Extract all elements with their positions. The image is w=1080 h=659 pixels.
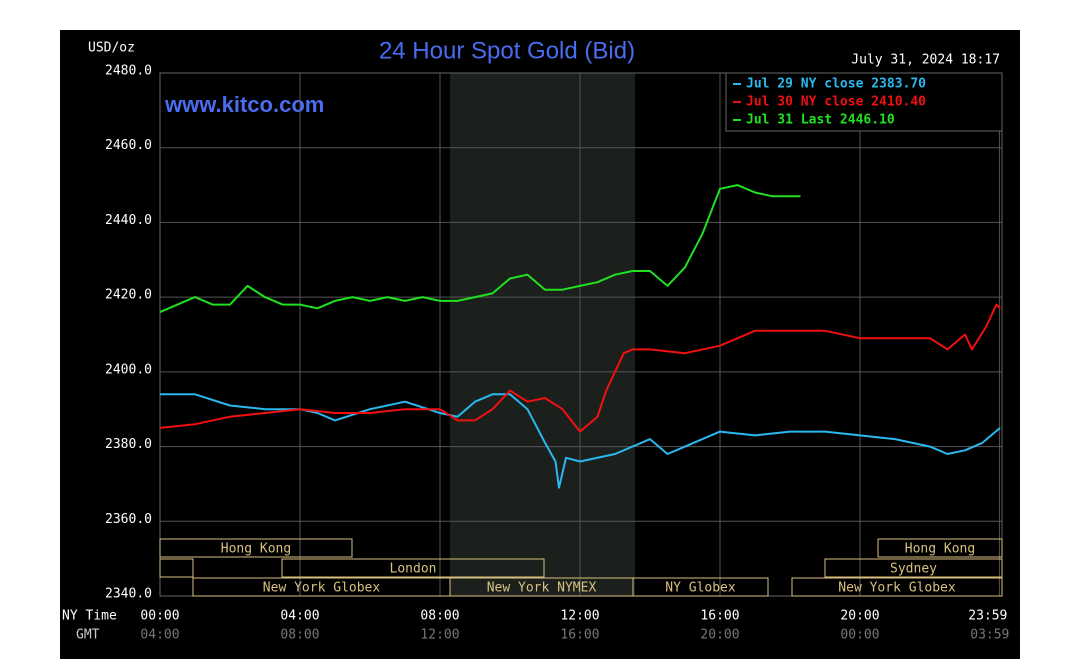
nymex-shade bbox=[450, 73, 635, 596]
y-tick-label: 2360.0 bbox=[105, 512, 152, 527]
session-bar bbox=[877, 538, 1003, 558]
gmt-tick-label: 04:00 bbox=[140, 628, 179, 643]
session-label: Hong Kong bbox=[905, 542, 975, 557]
session-label: Hong Kong bbox=[221, 542, 291, 557]
x2-axis-label: GMT bbox=[76, 628, 100, 643]
series-line bbox=[159, 184, 801, 314]
session-bar bbox=[824, 558, 1003, 578]
x-tick-label: 20:00 bbox=[840, 609, 879, 624]
chart-subtitle: July 31, 2024 18:17 bbox=[851, 53, 1000, 68]
session-label: Sydney bbox=[890, 562, 937, 577]
session-label: New York Globex bbox=[838, 581, 956, 596]
y-tick-label: 2480.0 bbox=[105, 64, 152, 79]
x-tick-label: 16:00 bbox=[700, 609, 739, 624]
gmt-tick-label: 12:00 bbox=[420, 628, 459, 643]
session-bar bbox=[281, 558, 545, 578]
legend-label: Jul 31 Last 2446.10 bbox=[746, 113, 895, 128]
y-tick-label: 2380.0 bbox=[105, 437, 152, 452]
y-tick-label: 2440.0 bbox=[105, 213, 152, 228]
x-tick-label: 04:00 bbox=[280, 609, 319, 624]
gmt-tick-label: 03:59 bbox=[970, 628, 1009, 643]
x-tick-label: 23:59 bbox=[968, 609, 1007, 624]
session-bar bbox=[632, 577, 769, 597]
y-tick-label: 2340.0 bbox=[105, 587, 152, 602]
session-bar bbox=[791, 577, 1003, 597]
gmt-tick-label: 20:00 bbox=[700, 628, 739, 643]
watermark: www.kitco.com bbox=[164, 92, 324, 117]
gmt-tick-label: 16:00 bbox=[560, 628, 599, 643]
legend-label: Jul 30 NY close 2410.40 bbox=[746, 95, 926, 110]
x-tick-label: 08:00 bbox=[420, 609, 459, 624]
session-label: London bbox=[390, 562, 437, 577]
gmt-tick-label: 00:00 bbox=[840, 628, 879, 643]
x-axis-label: NY Time bbox=[62, 609, 117, 624]
gmt-tick-label: 08:00 bbox=[280, 628, 319, 643]
session-bar bbox=[159, 538, 353, 558]
y-tick-label: 2460.0 bbox=[105, 138, 152, 153]
y-axis-label: USD/oz bbox=[88, 41, 135, 56]
session-label: NY Globex bbox=[665, 581, 736, 596]
legend-label: Jul 29 NY close 2383.70 bbox=[746, 77, 926, 92]
session-label: New York Globex bbox=[263, 581, 381, 596]
series-line bbox=[160, 393, 1001, 489]
legend-box bbox=[725, 72, 1003, 132]
y-tick-label: 2420.0 bbox=[105, 288, 152, 303]
chart-title: 24 Hour Spot Gold (Bid) bbox=[379, 37, 635, 64]
x-tick-label: 12:00 bbox=[560, 609, 599, 624]
x-tick-label: 00:00 bbox=[140, 609, 179, 624]
y-tick-label: 2400.0 bbox=[105, 362, 152, 377]
session-label: New York NYMEX bbox=[487, 581, 597, 596]
session-bar bbox=[159, 558, 194, 578]
series-line bbox=[159, 303, 1001, 433]
